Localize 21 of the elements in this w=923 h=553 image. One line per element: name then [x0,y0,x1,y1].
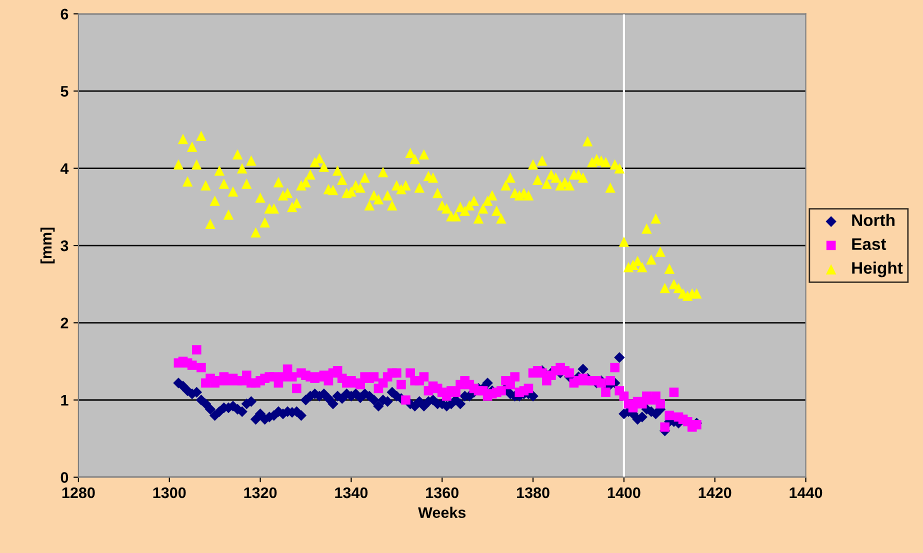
x-axis-title: Weeks [418,506,466,518]
x-tick-label: 1400 [608,487,640,498]
y-tick-label: 6 [60,8,68,20]
x-tick-label: 1340 [335,487,368,498]
y-axis-title: [mm] [40,228,55,264]
legend-label: East [852,238,886,250]
y-tick-label: 3 [60,240,68,252]
legend-label: Height [852,262,903,278]
y-tick-label: 5 [60,86,68,97]
legend-label: North [852,214,894,226]
y-tick-label: 2 [60,318,68,328]
x-tick-label: 1420 [698,487,732,498]
y-tick-label: 1 [61,395,68,406]
x-tick-label: 1360 [426,487,458,498]
x-tick-label: 1300 [153,487,186,498]
x-tick-label: 1440 [790,487,822,498]
y-tick-label: 0 [60,472,68,483]
x-tick-label: 1320 [244,487,277,498]
x-tick-label: 1380 [517,487,550,498]
y-tick-label: 4 [60,163,69,174]
x-tick-label: 1280 [62,487,95,498]
